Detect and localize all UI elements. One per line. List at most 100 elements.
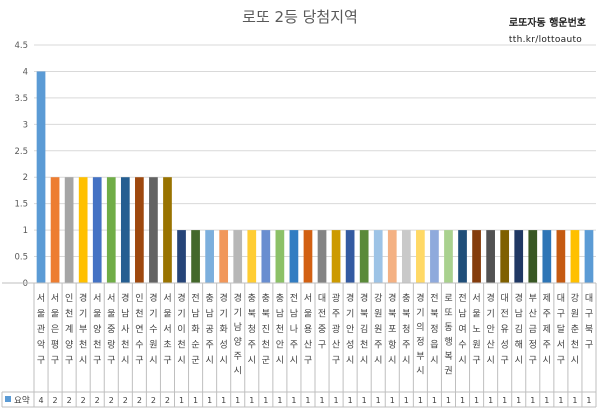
x-tick-char: 북 (262, 309, 270, 320)
x-tick-char: 남 (191, 309, 199, 320)
x-tick-char: 남 (290, 309, 298, 320)
x-tick-char: 천 (135, 309, 143, 320)
bar (500, 230, 510, 283)
x-tick-char: 산 (486, 340, 494, 351)
x-tick-char: 시 (234, 366, 242, 377)
x-tick-char: 제 (543, 293, 551, 304)
bar (247, 230, 257, 283)
table-value: 1 (586, 396, 591, 405)
x-tick-char: 군 (262, 355, 270, 366)
x-tick-char: 구 (93, 355, 101, 366)
x-tick-char: 구 (585, 340, 593, 351)
x-tick-char: 전 (318, 309, 326, 320)
x-tick-char: 포 (388, 325, 396, 335)
bar (36, 71, 46, 283)
x-tick-char: 구 (557, 309, 565, 320)
x-tick-char: 로 (444, 294, 452, 304)
x-tick-char: 정 (529, 340, 537, 351)
bar (289, 230, 299, 283)
x-tick-char: 춘 (571, 324, 579, 335)
x-tick-char: 시 (276, 355, 284, 366)
x-tick-char: 여 (458, 323, 466, 335)
x-tick-char: 광 (332, 323, 340, 335)
x-tick-char: 시 (220, 355, 228, 366)
y-axis: 0 0.5 1 1.5 2 2.5 3 3.5 4 4.5 (14, 41, 28, 289)
x-tick-char: 시 (374, 355, 382, 366)
x-tick-char: 연 (135, 324, 143, 335)
x-tick-char: 북 (248, 309, 256, 320)
x-tick-char: 부 (79, 324, 87, 335)
table-value: 1 (432, 396, 437, 405)
x-tick-char: 울 (107, 309, 115, 320)
table-value: 2 (81, 396, 86, 405)
table-value: 1 (305, 396, 310, 405)
x-tick-char: 남 (515, 309, 523, 320)
x-tick-char: 서 (304, 293, 312, 304)
x-tick-char: 주 (234, 351, 242, 362)
x-tick-char: 경 (486, 292, 494, 304)
x-tick-char: 구 (135, 355, 143, 366)
table-value: 1 (334, 396, 339, 405)
x-tick-char: 시 (458, 355, 466, 366)
watermark-title: 로또자동 행운번호 (508, 18, 586, 29)
legend-swatch (5, 396, 11, 402)
x-tick-char: 서 (163, 293, 171, 304)
x-tick-char: 경 (234, 292, 242, 304)
x-tick-char: 청 (248, 324, 256, 335)
legend-table: 요약 4 2 2 2 2 2 2 2 2 2 1 1 1 1 1 1 1 1 1 1 1 1 1 1 1 1 1 1 1 1 1 1 1 1 1 1 1 1… (1, 282, 597, 408)
table-value: 2 (165, 396, 170, 405)
table-value: 1 (291, 396, 296, 405)
x-tick-char: 대 (318, 293, 326, 304)
x-tick-char: 주 (205, 340, 213, 351)
x-tick-char: 기 (220, 309, 228, 320)
x-tick-char: 진 (262, 324, 270, 335)
bar (177, 230, 186, 283)
table-value: 1 (207, 396, 212, 405)
x-tick-char: 의 (416, 322, 424, 333)
x-tick-char: 인 (135, 293, 143, 304)
bar (444, 230, 453, 283)
x-tick-char: 주 (402, 340, 410, 351)
table-value: 1 (544, 396, 549, 405)
table-value: 1 (249, 396, 254, 405)
bar (120, 177, 130, 283)
x-tick-char: 구 (318, 340, 326, 351)
x-tick-char: 시 (388, 355, 396, 366)
x-tick-char: 구 (585, 309, 593, 320)
x-tick-char: 경 (220, 292, 228, 304)
bar (64, 177, 74, 283)
x-tick-char: 정 (430, 324, 438, 335)
x-tick-char: 부 (416, 351, 424, 362)
x-tick-char: 기 (149, 309, 157, 320)
bar (163, 177, 172, 283)
x-tick-char: 충 (205, 293, 213, 304)
x-tick-char: 시 (543, 355, 551, 366)
x-tick-char: 서 (107, 293, 115, 304)
x-tick-char: 전 (290, 293, 298, 304)
x-tick-char: 성 (501, 340, 509, 351)
x-tick-char: 구 (472, 355, 480, 366)
x-tick-char: 행 (444, 336, 452, 348)
bar (556, 230, 566, 283)
x-tick-char: 동 (444, 322, 452, 333)
bar (401, 230, 411, 283)
x-tick-char: 경 (121, 292, 129, 304)
x-tick-char: 전 (191, 293, 199, 304)
chart-title: 로또 2등 당첨지역 (242, 8, 358, 26)
x-tick-char: 이 (177, 324, 185, 335)
x-tick-char: 용 (304, 324, 312, 335)
watermark-url: tth.kr/lottoauto (508, 35, 583, 45)
y-tick-label: 1 (23, 226, 28, 236)
x-tick-char: 초 (163, 340, 171, 351)
x-tick-char: 노 (472, 324, 480, 335)
y-tick-label: 0.5 (14, 253, 28, 263)
x-tick-char: 경 (360, 292, 368, 304)
x-tick-char: 북 (360, 309, 368, 320)
